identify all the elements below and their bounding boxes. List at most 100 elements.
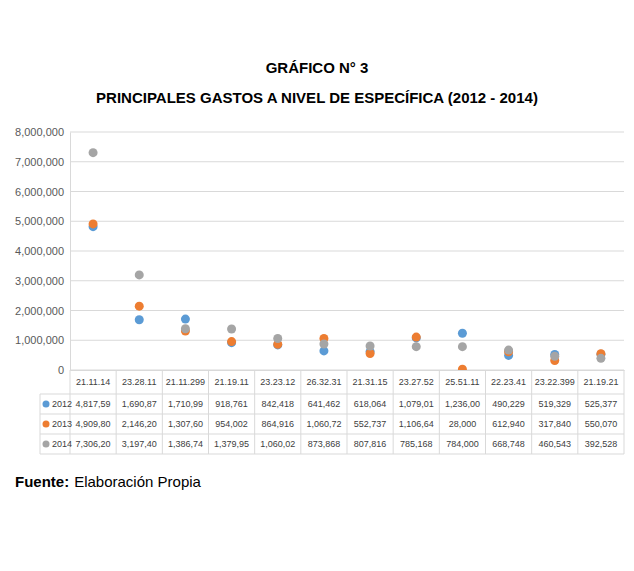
point [596,354,605,363]
tick: 21.31.15 [353,370,388,387]
grid-line [70,191,624,192]
tick-label: 22.23.41 [491,377,526,387]
grid-line [70,132,624,133]
tick-label: 26.32.31 [306,377,341,387]
legend-marker [43,441,50,448]
point [135,315,144,324]
table-line [40,414,624,415]
point [135,270,144,279]
point [504,346,513,355]
table-line [485,370,486,454]
tick-label: 8,000,000 [15,126,64,138]
table-value: 1,079,01 [399,399,434,409]
grid-line [70,370,624,371]
tick: 5,000,000 [15,215,70,227]
table-line [300,370,301,454]
x-axis: 21.11.1423.28.1121.11.29921.19.1123.23.1… [71,370,625,387]
table-value: 317,840 [538,419,571,429]
tick: 2,000,000 [15,305,70,317]
grid-line [70,310,624,311]
table-value: 1,690,87 [122,399,157,409]
point [319,340,328,349]
table-line [347,370,348,454]
table-line [116,370,117,454]
subtitle: PRINCIPALES GASTOS A NIVEL DE ESPECÍFICA… [96,89,538,106]
table-value: 784,000 [446,439,479,449]
table-line [40,394,41,454]
point [181,324,190,333]
table-value: 4,817,59 [76,399,111,409]
table-value: 392,528 [585,439,618,449]
table-value: 873,868 [308,439,341,449]
table-value: 552,737 [354,419,387,429]
table-line [40,394,624,395]
legend-marker [43,401,50,408]
tick-label: 4,000,000 [15,245,64,257]
table-value: 1,060,02 [260,439,295,449]
grid [70,132,624,370]
point [412,333,421,342]
tick-label: 23.28.11 [122,377,156,387]
point [550,352,559,361]
table-value: 460,543 [538,439,571,449]
title: GRÁFICO N° 3 [266,59,369,76]
point [89,148,98,157]
point [412,342,421,351]
tick: 23.23.12 [260,370,295,387]
table-value: 1,307,60 [168,419,203,429]
point [412,333,421,342]
table-value: 1,386,74 [168,439,203,449]
axis-line [70,133,71,371]
table-value: 490,229 [492,399,525,409]
grid-line [70,221,624,222]
tick-label: 7,000,000 [15,156,64,168]
data-table [40,370,624,454]
tick: 23.28.11 [122,370,156,387]
point [366,341,375,350]
tick: 8,000,000 [15,126,70,138]
point [227,324,236,333]
table-value: 7,306,20 [76,439,111,449]
tick: 25.51.11 [445,370,479,387]
series [89,222,606,360]
source: Fuente:Elaboración Propia [15,473,202,490]
source-text: Elaboración Propia [74,473,201,490]
table-value: 1,379,95 [214,439,249,449]
chart: GRÁFICO N° 3 PRINCIPALES GASTOS A NIVEL D… [0,0,634,571]
table-line [393,370,394,454]
background [0,0,634,571]
table-value: 1,710,99 [168,399,203,409]
table-line [531,370,532,454]
axis-line [71,370,625,371]
tick: 3,000,000 [15,275,70,287]
table-value: 785,168 [400,439,433,449]
grid-line [70,280,624,281]
table-value: 641,462 [308,399,341,409]
point [227,337,236,346]
series [89,148,606,363]
y-axis: 01,000,0002,000,0003,000,0004,000,0005,0… [15,126,70,376]
table-value: 550,070 [585,419,618,429]
tick-label: 2,000,000 [15,305,64,317]
table-value: 618,064 [354,399,387,409]
tick-label: 21.19.11 [214,377,248,387]
table-line [439,370,440,454]
legend-label: 2012 [52,399,72,409]
tick: 26.32.31 [306,370,341,387]
table-value: 4,909,80 [76,419,111,429]
marks [89,148,606,370]
tick-label: 23.27.52 [399,377,434,387]
table-value: 2,146,20 [122,419,157,429]
tick-label: 25.51.11 [445,377,479,387]
table-line [162,370,163,454]
tick: 6,000,000 [15,186,70,198]
point [135,302,144,311]
tick: 4,000,000 [15,245,70,257]
table-value: 668,748 [492,439,525,449]
table-value: 612,940 [492,419,525,429]
tick-label: 3,000,000 [15,275,64,287]
table-line [40,454,624,455]
tick-label: 21.11.14 [76,377,110,387]
table-line [208,370,209,454]
point [458,365,467,370]
